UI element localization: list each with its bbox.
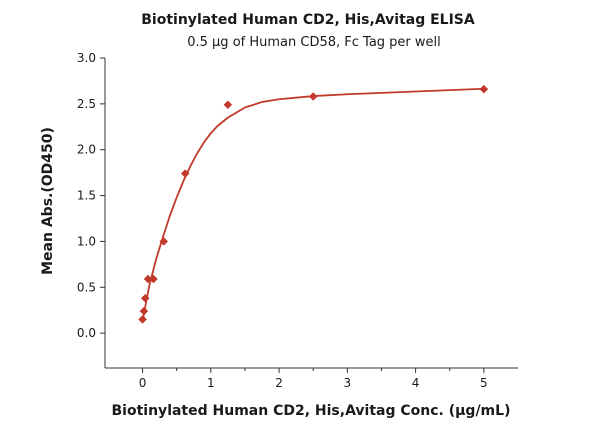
x-tick-label: 1 [207, 376, 215, 390]
series-layer [138, 84, 489, 324]
ticks: 0.0 0.5 1.0 1.5 2.0 2.5 3.0 0 1 2 3 4 5 [77, 51, 488, 390]
x-tick-label: 0 [139, 376, 147, 390]
data-point [140, 293, 150, 303]
data-point [479, 84, 489, 94]
chart-title: Biotinylated Human CD2, His,Avitag ELISA [141, 12, 475, 28]
fit-curve [141, 87, 484, 323]
y-axis-label: Mean Abs.(OD450) [40, 127, 56, 275]
data-point [159, 237, 169, 246]
data-point [223, 100, 233, 110]
x-tick-label: 5 [480, 376, 488, 390]
x-axis-label: Biotinylated Human CD2, His,Avitag Conc.… [112, 403, 511, 419]
x-tick-label: 3 [344, 376, 352, 390]
data-point [308, 92, 318, 101]
data-point [180, 169, 190, 178]
y-tick-label: 0.0 [77, 326, 96, 340]
y-tick-label: 0.5 [77, 280, 96, 294]
axes [104, 58, 518, 369]
data-point [138, 315, 147, 324]
y-tick-label: 2.0 [77, 143, 96, 157]
x-tick-label: 2 [275, 376, 283, 390]
data-point [149, 274, 158, 284]
y-tick-label: 1.0 [77, 234, 96, 248]
data-point [139, 306, 149, 316]
y-tick-label: 2.5 [77, 97, 96, 111]
chart-subtitle: 0.5 μg of Human CD58, Fc Tag per well [187, 35, 441, 50]
x-tick-label: 4 [412, 376, 420, 390]
y-tick-label: 3.0 [77, 51, 96, 65]
y-tick-label: 1.5 [77, 189, 96, 203]
